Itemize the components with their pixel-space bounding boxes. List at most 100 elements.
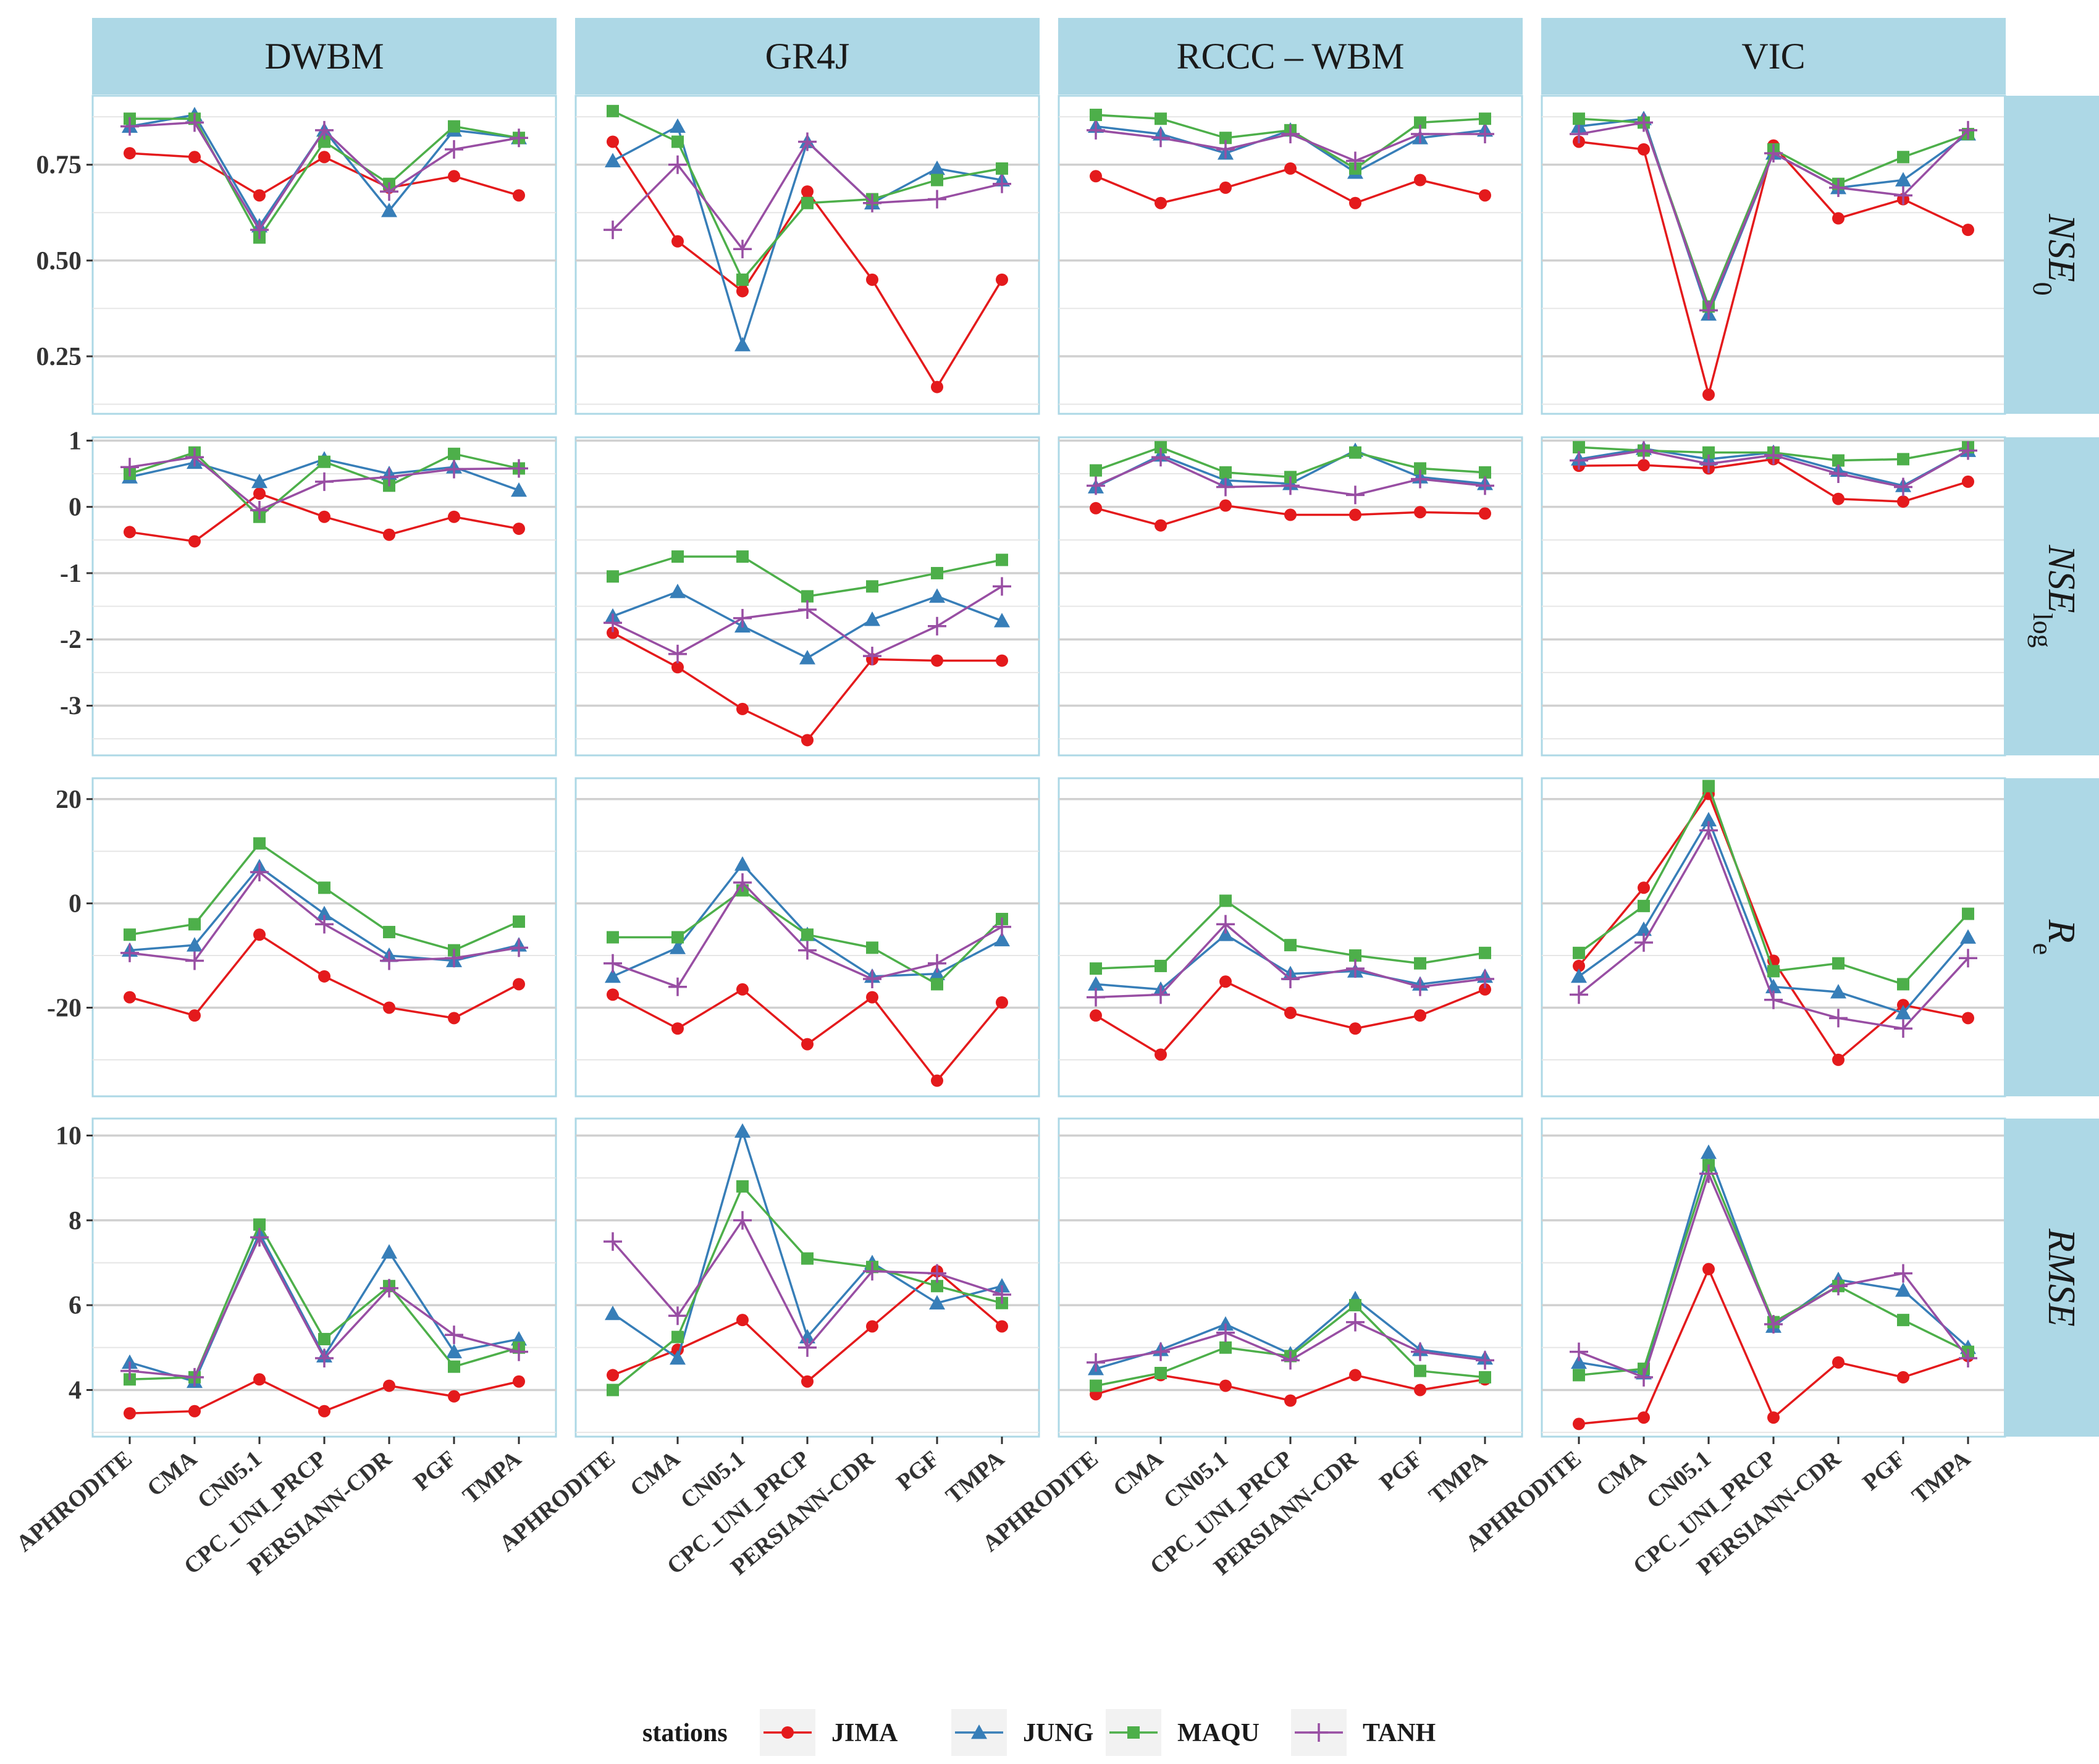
point-tanh-tmpa	[1476, 476, 1494, 495]
row-strip-label-2: Re	[2028, 919, 2083, 955]
point-maqu-pgf	[1897, 978, 1909, 991]
point-maqu-pgf	[931, 174, 943, 187]
point-jima-aphrodite	[124, 991, 136, 1004]
point-jima-persiann-cdr	[1349, 508, 1361, 521]
point-jima-pgf	[1414, 174, 1426, 187]
point-jima-cpc-uni-prcp	[1284, 162, 1297, 175]
y-tick-label: 20	[56, 786, 82, 814]
point-jima-persiann-cdr	[1349, 196, 1361, 209]
point-jima-cpc-uni-prcp	[1284, 508, 1297, 521]
point-jima-pgf	[1897, 1371, 1909, 1384]
point-maqu-pgf	[1414, 1364, 1426, 1377]
point-jung-cma	[670, 1350, 686, 1365]
point-tanh-persiann-cdr	[380, 951, 398, 970]
point-jung-pgf	[1895, 1004, 1911, 1020]
point-tanh-aphrodite	[120, 1361, 139, 1380]
point-tanh-cma	[185, 1367, 204, 1387]
point-maqu-cma	[1155, 1367, 1167, 1379]
point-tanh-tmpa	[1476, 1351, 1494, 1370]
point-tanh-cn05-1	[250, 220, 269, 240]
point-maqu-persiann-cdr	[1349, 446, 1361, 459]
point-tanh-aphrodite	[1570, 451, 1588, 470]
point-tanh-cma	[1151, 448, 1170, 467]
point-jima-cpc-uni-prcp	[1767, 1411, 1780, 1424]
point-tanh-tmpa	[510, 1342, 528, 1361]
point-jima-persiann-cdr	[866, 1320, 878, 1333]
point-tanh-tmpa	[993, 174, 1011, 193]
point-maqu-pgf	[1897, 1314, 1909, 1327]
point-tanh-persiann-cdr	[863, 970, 881, 989]
point-maqu-aphrodite	[607, 104, 619, 117]
point-maqu-cma	[671, 550, 684, 563]
point-tanh-pgf	[1411, 1342, 1429, 1361]
point-tanh-cn05-1	[1216, 915, 1235, 934]
point-jima-pgf	[1414, 1009, 1426, 1022]
point-maqu-persiann-cdr	[866, 941, 878, 954]
point-jung-pgf	[929, 588, 945, 603]
point-tanh-pgf	[1894, 477, 1912, 497]
point-jima-aphrodite	[607, 626, 619, 639]
legend: stations JIMA JUNG MAQU TANH	[642, 1709, 1436, 1756]
point-jima-aphrodite	[1573, 959, 1585, 972]
point-jima-cn05-1	[1219, 499, 1232, 512]
point-maqu-cn05-1	[736, 1180, 749, 1193]
point-tanh-cpc-uni-prcp	[798, 1338, 817, 1357]
point-jung-tmpa	[1960, 929, 1976, 944]
point-tanh-aphrodite	[1570, 985, 1588, 1004]
point-jima-cpc-uni-prcp	[318, 510, 330, 523]
point-tanh-cpc-uni-prcp	[798, 941, 817, 960]
point-maqu-pgf	[448, 1360, 460, 1373]
point-jima-cma	[671, 235, 684, 248]
point-jima-cn05-1	[253, 1373, 266, 1386]
point-jima-cn05-1	[253, 189, 266, 202]
point-maqu-pgf	[1897, 151, 1909, 164]
point-maqu-pgf	[931, 566, 943, 579]
row-strip-label-subscript: e	[2028, 943, 2058, 956]
panel-dwbm-row-2	[91, 777, 557, 1098]
point-tanh-persiann-cdr	[1346, 485, 1365, 505]
point-tanh-cma	[668, 155, 687, 174]
column-strip-vic	[1541, 18, 2006, 94]
point-jima-aphrodite	[607, 1369, 619, 1382]
point-jima-tmpa	[1479, 189, 1491, 202]
point-jima-tmpa	[1962, 1012, 1974, 1025]
point-maqu-cpc-uni-prcp	[318, 1333, 330, 1346]
point-tanh-pgf	[928, 1264, 946, 1283]
point-maqu-aphrodite	[1090, 109, 1102, 122]
point-maqu-tmpa	[513, 915, 525, 928]
point-tanh-pgf	[928, 190, 946, 209]
point-maqu-cn05-1	[253, 1218, 266, 1231]
point-maqu-pgf	[931, 1280, 943, 1293]
point-jima-cpc-uni-prcp	[318, 970, 330, 983]
point-jung-persiann-cdr	[864, 611, 880, 626]
point-jima-pgf	[1414, 506, 1426, 519]
point-jung-cn05-1	[734, 856, 751, 871]
legend-item-maqu: MAQU	[1106, 1709, 1260, 1756]
point-tanh-cpc-uni-prcp	[1281, 1351, 1300, 1370]
point-tanh-pgf	[928, 616, 946, 636]
point-maqu-cpc-uni-prcp	[318, 455, 330, 468]
point-tanh-cn05-1	[1699, 821, 1718, 840]
point-jung-persiann-cdr	[1830, 984, 1846, 999]
point-tanh-tmpa	[1959, 441, 1977, 460]
point-jima-cn05-1	[1219, 181, 1232, 194]
point-jima-persiann-cdr	[383, 1001, 395, 1014]
legend-item-jima: JIMA	[760, 1709, 898, 1756]
point-jung-pgf	[929, 160, 945, 175]
point-jima-tmpa	[513, 523, 525, 536]
panel-rccc-wbm-row-0	[1058, 94, 1523, 415]
point-maqu-cma	[1155, 441, 1167, 454]
point-jung-tmpa	[994, 613, 1010, 628]
point-tanh-aphrodite	[1087, 988, 1105, 1007]
point-maqu-cpc-uni-prcp	[1284, 939, 1297, 952]
point-tanh-cma	[1151, 128, 1170, 148]
point-maqu-aphrodite	[124, 928, 136, 941]
point-jima-cma	[1155, 1048, 1167, 1061]
point-tanh-pgf	[1411, 125, 1429, 144]
point-tanh-pgf	[445, 1325, 463, 1345]
point-tanh-cn05-1	[250, 501, 269, 520]
point-tanh-aphrodite	[1570, 125, 1588, 144]
point-jung-tmpa	[511, 482, 527, 497]
point-tanh-tmpa	[993, 577, 1011, 596]
